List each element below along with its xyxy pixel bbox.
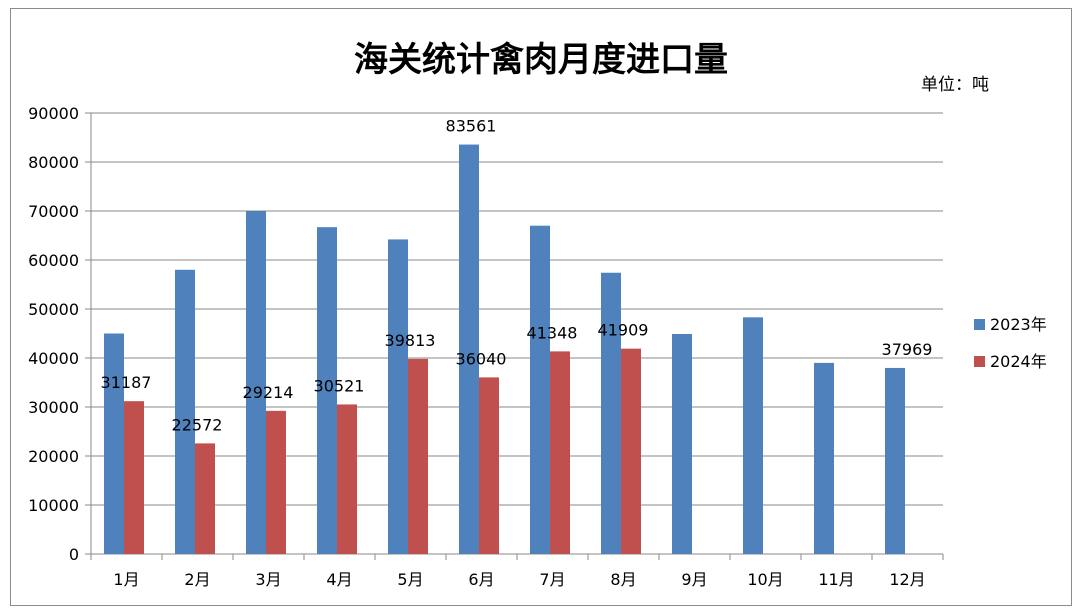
chart-title: 海关统计禽肉月度进口量 (354, 40, 728, 80)
bars (104, 144, 905, 555)
x-tick-label: 9月 (681, 570, 707, 589)
legend: 2023年 2024年 (974, 315, 1047, 371)
x-tick-label: 1月 (113, 570, 139, 589)
bar-2023 (601, 272, 621, 554)
data-label: 22572 (172, 415, 223, 434)
y-tick-label: 10000 (28, 496, 79, 515)
x-tick-label: 7月 (539, 570, 565, 589)
x-tick-label: 5月 (397, 570, 423, 589)
x-tick-label: 10月 (747, 570, 783, 589)
x-tick-label: 3月 (255, 570, 281, 589)
chart-frame: 海关统计禽肉月度进口量 单位：吨 0 10000 20000 30000 40000 50… (10, 8, 1072, 606)
y-axis: 0 10000 20000 30000 40000 50000 60000 70000 8000… (28, 104, 92, 564)
data-label: 31187 (101, 373, 152, 392)
bar-2023 (672, 333, 692, 554)
bar-2024 (621, 348, 641, 554)
bar-chart: 海关统计禽肉月度进口量 单位：吨 0 10000 20000 30000 40000 50… (28, 40, 1047, 589)
bar-2023 (175, 269, 195, 554)
data-label: 37969 (882, 340, 933, 359)
x-tick-label: 4月 (326, 570, 352, 589)
bar-2024 (479, 377, 499, 554)
x-tick-label: 12月 (889, 570, 925, 589)
bar-2023 (459, 144, 479, 555)
x-tick-label: 11月 (818, 570, 854, 589)
legend-swatch (974, 319, 985, 330)
bar-2024 (550, 351, 570, 554)
x-tick-label: 2月 (184, 570, 210, 589)
y-tick-label: 50000 (28, 300, 79, 319)
data-labels: 83561 37969 31187 22572 29214 30521 39813 36040… (101, 117, 933, 435)
x-axis: 1月 2月 3月 4月 5月 6月 7月 8月 9月 10月 11月 12月 (90, 554, 944, 589)
data-label: 36040 (456, 349, 507, 368)
bar-2024 (266, 410, 286, 554)
bar-2024 (408, 358, 428, 554)
legend-label: 2023年 (990, 315, 1047, 334)
y-tick-label: 60000 (28, 251, 79, 270)
bar-2023 (246, 211, 266, 554)
bar-2023 (885, 367, 905, 554)
bar-2023 (104, 333, 124, 554)
y-tick-label: 30000 (28, 398, 79, 417)
gridlines (85, 112, 943, 555)
data-label: 30521 (314, 376, 365, 395)
bar-2023 (530, 225, 550, 554)
bar-2023 (388, 239, 408, 555)
data-label: 41909 (598, 321, 649, 340)
y-tick-label: 20000 (28, 447, 79, 466)
y-tick-label: 90000 (28, 104, 79, 123)
bar-2023 (743, 317, 763, 554)
data-label: 39813 (385, 331, 436, 350)
bar-2024 (124, 401, 144, 554)
data-label: 41348 (527, 323, 578, 342)
y-tick-label: 40000 (28, 349, 79, 368)
data-label: 29214 (243, 383, 294, 402)
legend-label: 2024年 (990, 352, 1047, 371)
x-tick-label: 6月 (468, 570, 494, 589)
bar-2023 (814, 362, 834, 554)
bar-2024 (195, 443, 215, 554)
legend-swatch (974, 356, 985, 367)
data-label: 83561 (446, 117, 497, 136)
bar-2023 (317, 227, 337, 555)
x-tick-label: 8月 (610, 570, 636, 589)
bar-2024 (337, 404, 357, 554)
y-tick-label: 0 (69, 545, 79, 564)
unit-label: 单位：吨 (921, 75, 989, 95)
y-tick-label: 80000 (28, 153, 79, 172)
y-tick-label: 70000 (28, 202, 79, 221)
